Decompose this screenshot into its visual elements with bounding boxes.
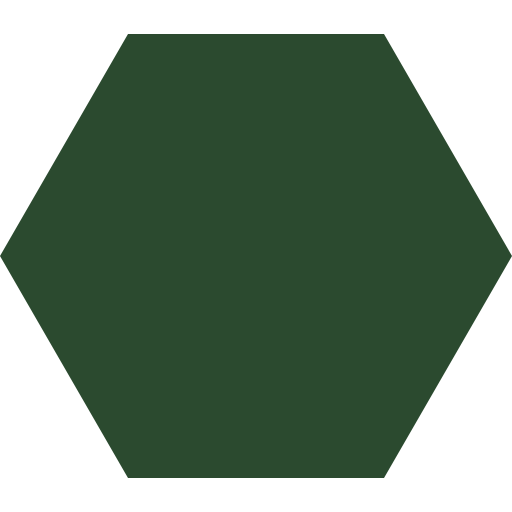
- hexagon-icon: [0, 34, 512, 478]
